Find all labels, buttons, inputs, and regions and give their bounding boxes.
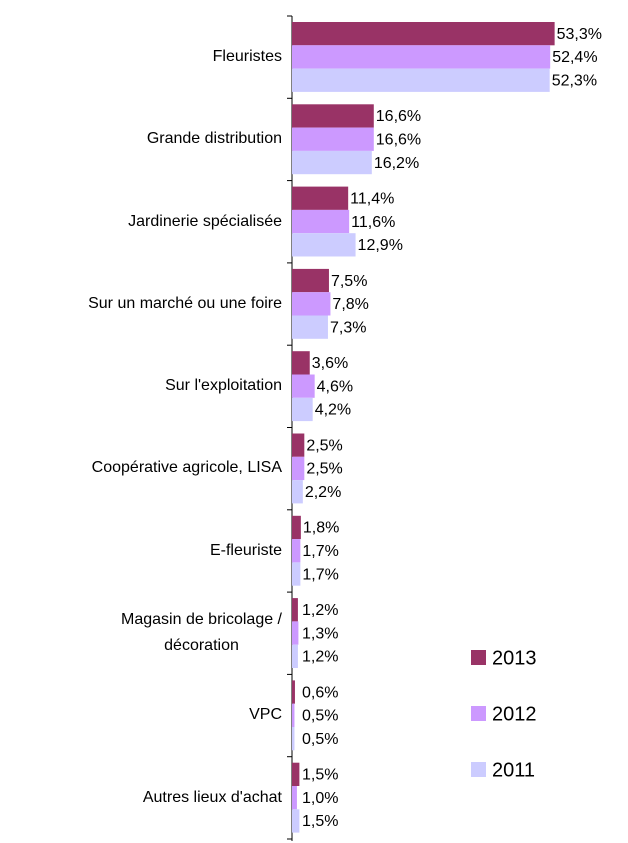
bar	[292, 456, 305, 481]
bar	[292, 621, 299, 645]
value-label: 1,5%	[302, 767, 338, 784]
bar	[292, 762, 300, 786]
category-label: Sur un marché ou une foire	[88, 274, 282, 334]
bar	[292, 680, 295, 704]
bar	[292, 562, 301, 586]
value-label: 1,3%	[302, 625, 338, 642]
value-label: 1,8%	[303, 520, 339, 537]
value-label: 2,5%	[306, 461, 342, 478]
category-text: Autres lieux d'achat	[142, 788, 282, 806]
category-text: Sur l'exploitation	[165, 377, 282, 395]
category-text: Magasin de bricolage / décoration	[121, 611, 282, 655]
bar	[292, 268, 329, 293]
category-label: E-fleuriste	[210, 521, 282, 581]
category-label: Autres lieux d'achat	[143, 768, 282, 828]
bar	[292, 22, 555, 46]
value-label: 4,6%	[317, 378, 353, 395]
bar	[292, 480, 303, 504]
category-text: Fleuristes	[212, 47, 282, 65]
category-label: VPC	[249, 685, 282, 745]
legend-label: 2013	[492, 647, 537, 669]
value-label: 0,6%	[302, 684, 338, 701]
bar	[292, 515, 301, 540]
bar	[292, 374, 315, 398]
bar	[292, 292, 331, 316]
bar	[292, 809, 300, 833]
category-text: Sur un marché ou une foire	[88, 294, 282, 312]
value-label: 1,7%	[302, 566, 338, 583]
bar	[292, 539, 301, 563]
category-text: VPC	[249, 706, 282, 724]
category-label: Jardinerie spécialisée	[128, 192, 282, 252]
value-label: 11,4%	[350, 190, 394, 207]
bar	[292, 433, 305, 457]
value-label: 4,2%	[315, 402, 351, 419]
legend-swatch	[471, 762, 486, 777]
bar	[292, 209, 350, 234]
value-label: 1,2%	[302, 649, 338, 666]
value-label: 0,5%	[302, 731, 338, 748]
category-label: Fleuristes	[213, 27, 282, 87]
bar	[292, 351, 310, 375]
value-label: 1,0%	[302, 790, 338, 807]
bar	[292, 150, 372, 175]
value-label: 2,2%	[305, 484, 341, 501]
legend-swatch	[471, 706, 486, 721]
category-text: Coopérative agricole, LISA	[91, 459, 282, 477]
value-label: 0,5%	[302, 708, 338, 725]
bar	[292, 644, 298, 668]
bar	[292, 727, 295, 751]
bar	[292, 45, 551, 69]
value-label: 11,6%	[351, 214, 395, 231]
bar	[292, 68, 550, 92]
category-label: Sur l'exploitation	[165, 356, 282, 416]
value-label: 52,4%	[552, 49, 597, 66]
category-text: E-fleuriste	[209, 541, 282, 559]
value-label: 12,9%	[358, 237, 403, 254]
bar	[292, 127, 374, 151]
value-label: 3,6%	[312, 355, 348, 372]
legend-label: 2011	[492, 759, 535, 781]
category-text: Jardinerie spécialisée	[128, 212, 282, 230]
bar	[292, 233, 356, 257]
value-label: 16,6%	[376, 131, 421, 148]
bar	[292, 397, 313, 422]
value-label: 52,3%	[552, 72, 597, 89]
legend-swatch	[471, 650, 486, 665]
value-label: 2,5%	[306, 437, 342, 454]
value-label: 7,3%	[330, 319, 366, 336]
value-label: 16,2%	[374, 155, 419, 172]
value-label: 7,8%	[332, 296, 368, 313]
value-label: 1,5%	[302, 813, 338, 830]
bar	[292, 703, 295, 727]
bar	[292, 786, 297, 810]
value-label: 1,7%	[302, 543, 338, 560]
value-label: 53,3%	[557, 26, 602, 43]
bar	[292, 315, 328, 339]
value-label: 1,2%	[302, 602, 338, 619]
value-label: 16,6%	[376, 108, 421, 125]
value-label: 7,5%	[331, 273, 367, 290]
bar	[292, 186, 349, 210]
category-text: Grande distribution	[146, 130, 282, 148]
category-label: Grande distribution	[147, 109, 282, 169]
category-label: Magasin de bricolage / décoration	[121, 603, 282, 663]
bar	[292, 598, 298, 622]
category-label: Coopérative agricole, LISA	[92, 438, 282, 498]
legend-label: 2012	[492, 703, 537, 725]
bar	[292, 104, 374, 128]
